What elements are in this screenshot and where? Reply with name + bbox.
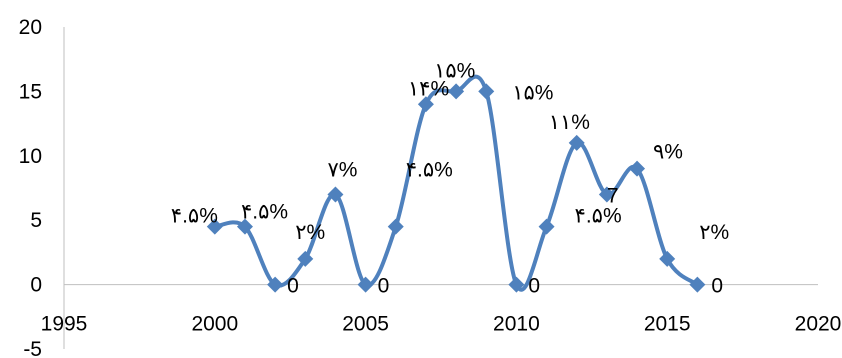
data-point-marker — [387, 218, 404, 235]
data-point-marker — [267, 276, 284, 293]
data-point-marker — [327, 186, 344, 203]
y-tick-label: 20 — [19, 16, 42, 39]
data-label: 0 — [711, 275, 723, 298]
data-label: ۲% — [295, 221, 325, 244]
data-label: 0 — [378, 275, 390, 298]
y-tick-label: -5 — [23, 338, 42, 358]
data-label: ۴.۵% — [171, 205, 218, 228]
data-label: ۴.۵% — [406, 159, 453, 182]
x-tick-label: 2000 — [191, 313, 238, 336]
data-label: ۱۴% — [408, 77, 449, 100]
x-tick-label: 1995 — [41, 313, 88, 336]
data-point-marker — [236, 218, 253, 235]
x-tick-label: 2010 — [493, 313, 540, 336]
data-point-marker — [417, 96, 434, 113]
x-tick-label: 2020 — [795, 313, 842, 336]
data-labels-layer: ۴.۵% ۴.۵%0۲%۷%0۴.۵%۱۴%۱۵%۱۵%0۴.۵%۱۱%7۹%۲%… — [171, 59, 729, 297]
data-label: 7 — [607, 184, 619, 207]
y-tick-label: 10 — [19, 145, 42, 168]
y-tick-label: 15 — [19, 80, 42, 103]
data-label: ۹% — [653, 141, 683, 164]
data-label: ۷% — [327, 158, 357, 181]
data-point-marker — [297, 250, 314, 267]
data-label: ۱۵% — [512, 81, 553, 104]
data-label: ۴.۵% — [241, 201, 288, 224]
markers-layer — [206, 83, 706, 293]
data-point-marker — [478, 83, 495, 100]
data-point-marker — [629, 160, 646, 177]
series-layer — [212, 74, 700, 292]
data-label: ۲% — [699, 221, 729, 244]
x-tick-label: 2015 — [644, 313, 691, 336]
axes: -5 0 5 10 15 20 1995 2000 2005 2010 2015 2020 — [19, 16, 842, 358]
data-label: ۴.۵% — [575, 205, 622, 228]
data-point-marker — [448, 83, 465, 100]
data-point-marker — [689, 276, 706, 293]
data-point-marker — [598, 186, 615, 203]
data-label: 0 — [287, 275, 299, 298]
data-label: 0 — [528, 275, 540, 298]
data-point-marker — [538, 218, 555, 235]
data-point-marker — [568, 134, 585, 151]
x-tick-label: 2005 — [342, 313, 389, 336]
data-point-marker — [206, 218, 223, 235]
data-label: ۱۱% — [549, 111, 590, 134]
series-line — [212, 74, 700, 292]
data-point-marker — [357, 276, 374, 293]
data-label: ۱۵% — [434, 59, 475, 82]
y-tick-label: 5 — [30, 209, 42, 232]
data-point-marker — [508, 276, 525, 293]
data-point-marker — [659, 250, 676, 267]
y-tick-label: 0 — [30, 274, 42, 297]
